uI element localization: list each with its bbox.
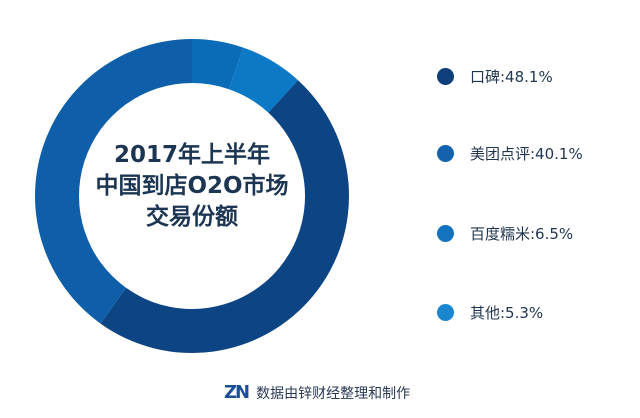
- footer: ZN 数据由锌财经整理和制作: [224, 382, 410, 403]
- chart-title: 2017年上半年 中国到店O2O市场 交易份额: [92, 140, 292, 233]
- donut-chart: [34, 39, 350, 354]
- title-line: 交易份额: [146, 204, 238, 230]
- title-line: 2017年上半年: [113, 142, 270, 168]
- legend-item-meituan: 美团点评:40.1%: [437, 143, 583, 164]
- legend-dot: [437, 145, 454, 162]
- zn-logo: ZN: [224, 382, 250, 403]
- legend-dot: [437, 304, 454, 321]
- legend-dot: [437, 68, 454, 85]
- legend-item-baidu: 百度糯米:6.5%: [437, 223, 573, 244]
- legend-label: 口碑:48.1%: [470, 68, 553, 86]
- legend-label: 美团点评:40.1%: [470, 145, 583, 163]
- legend-label: 百度糯米:6.5%: [470, 225, 574, 243]
- legend-label: 其他:5.3%: [470, 304, 544, 322]
- slice-美团点评: [34, 39, 193, 324]
- source-note: 数据由锌财经整理和制作: [256, 385, 411, 402]
- slice-百度糯米: [228, 47, 299, 113]
- legend-item-koubei: 口碑:48.1%: [437, 66, 553, 87]
- legend-dot: [437, 225, 454, 242]
- slice-口碑: [100, 80, 350, 354]
- slice-其他: [192, 39, 244, 90]
- legend-item-other: 其他:5.3%: [437, 302, 543, 323]
- title-line: 中国到店O2O市场: [95, 173, 289, 199]
